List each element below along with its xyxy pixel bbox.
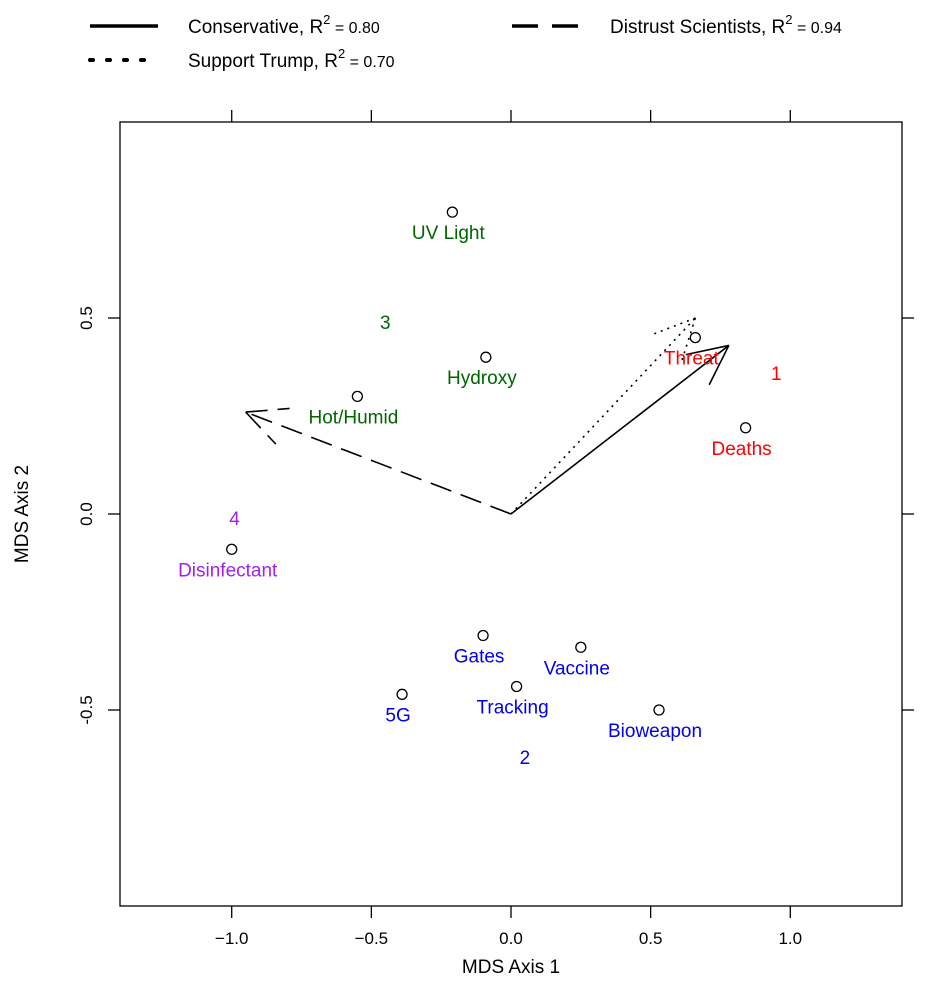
cluster-labels: 1 2 3 4	[229, 313, 781, 769]
data-point	[351, 390, 364, 403]
point-label: Disinfectant	[178, 560, 278, 581]
x-axis-label: MDS Axis 1	[462, 957, 560, 978]
legend-label-text: Conservative, R	[188, 17, 323, 38]
y-tick-label: 0.5	[77, 306, 96, 330]
vector-dotted	[510, 317, 696, 515]
point-label: Deaths	[711, 439, 771, 460]
y-axis-label: MDS Axis 2	[12, 465, 33, 563]
vector-arrowhead-dashed	[245, 411, 277, 445]
points: UV Light Hydroxy Hot/Humid Threat Deaths Disi…	[178, 206, 772, 742]
cluster-label: 4	[229, 509, 240, 530]
x-tick-label: 0.0	[499, 929, 523, 948]
point-label: Vaccine	[544, 658, 610, 679]
vector-arrowhead-dotted	[653, 317, 696, 335]
legend-label: Support Trump, R2 = 0.70	[188, 46, 395, 72]
vector-solid	[510, 344, 730, 515]
legend-label-text: Distrust Scientists, R	[610, 17, 785, 38]
y-tick-label: 0.0	[77, 502, 96, 526]
data-point	[396, 688, 408, 700]
legend-label-text: Support Trump, R	[188, 51, 338, 72]
point-label: Hot/Humid	[309, 407, 399, 428]
legend-label-exponent: 2	[338, 46, 345, 61]
legend-label-value: = 0.94	[793, 20, 842, 37]
cluster-label: 1	[771, 364, 782, 385]
data-point	[575, 641, 587, 653]
vector-dashed	[245, 411, 512, 515]
data-point	[739, 422, 752, 434]
legend-label: Distrust Scientists, R2 = 0.94	[610, 12, 842, 38]
y-tick-label: -0.5	[77, 695, 96, 724]
point-label: Bioweapon	[608, 721, 702, 742]
data-point	[477, 629, 489, 642]
vector-arrowhead-solid	[708, 345, 730, 386]
axis-ticks: −1.0 −0.5 0.0 0.5 1.0 -0.5 0.0 0.5	[77, 110, 914, 948]
data-point	[653, 704, 665, 716]
x-tick-label: 1.0	[778, 929, 802, 948]
data-point	[446, 206, 459, 218]
vector-arrowhead-solid	[685, 344, 730, 356]
cluster-label: 2	[520, 748, 531, 769]
x-tick-label: −1.0	[215, 929, 249, 948]
x-tick-label: −0.5	[355, 929, 389, 948]
data-point	[480, 351, 492, 363]
vector-arrowhead-dotted	[681, 317, 697, 361]
point-label: Tracking	[477, 697, 549, 718]
legend-label: Conservative, R2 = 0.80	[188, 12, 380, 38]
legend-label-exponent: 2	[785, 12, 792, 27]
point-label: UV Light	[412, 223, 486, 244]
legend-label-exponent: 2	[323, 12, 330, 27]
data-point	[510, 680, 523, 693]
vectors	[245, 317, 730, 515]
point-label: Threat	[664, 349, 720, 370]
point-label: Gates	[454, 647, 505, 668]
cluster-label: 3	[380, 313, 391, 334]
data-point	[226, 543, 238, 555]
legend-label-value: = 0.70	[345, 54, 394, 71]
vector-arrowhead-dashed	[245, 407, 290, 413]
x-tick-label: 0.5	[639, 929, 663, 948]
point-label: 5G	[385, 705, 410, 726]
point-label: Hydroxy	[447, 368, 517, 389]
legend-label-value: = 0.80	[330, 20, 379, 37]
data-point	[689, 331, 701, 344]
